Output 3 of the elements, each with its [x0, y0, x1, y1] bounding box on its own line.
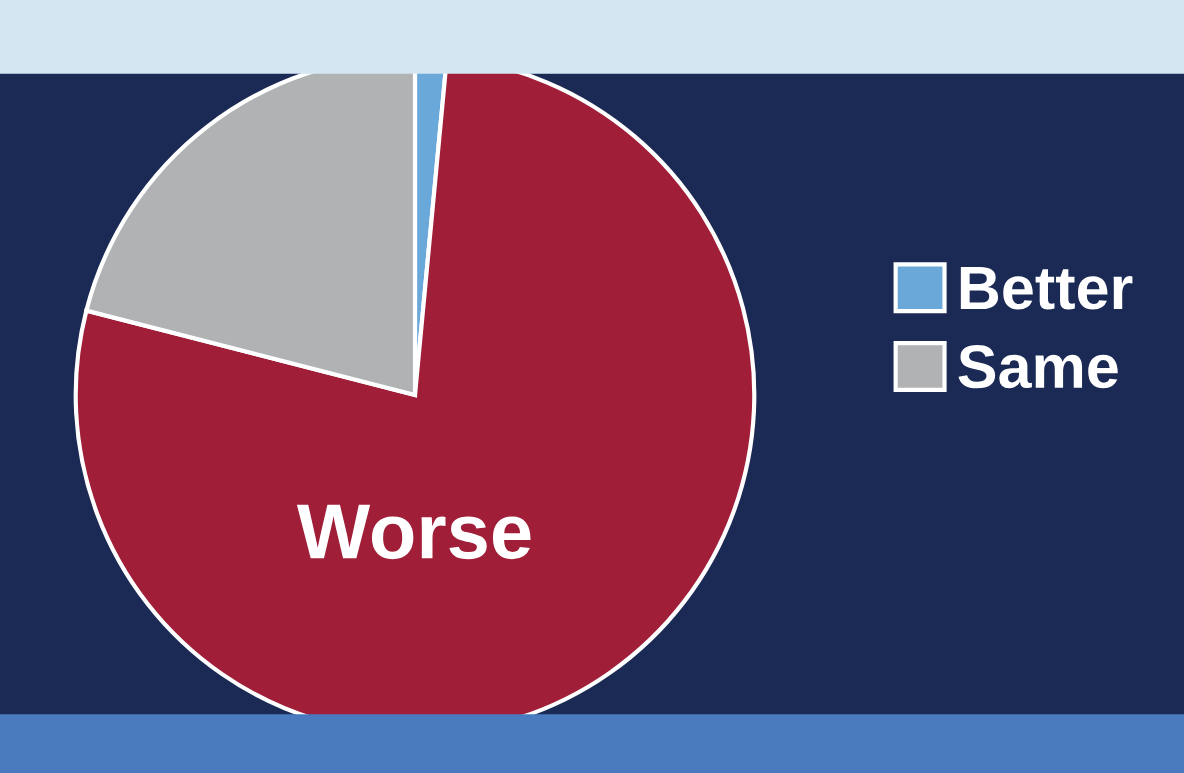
legend-label: Better: [960, 266, 1133, 310]
legend-label: Same: [958, 345, 1118, 389]
slice-label: Worse: [296, 504, 531, 560]
